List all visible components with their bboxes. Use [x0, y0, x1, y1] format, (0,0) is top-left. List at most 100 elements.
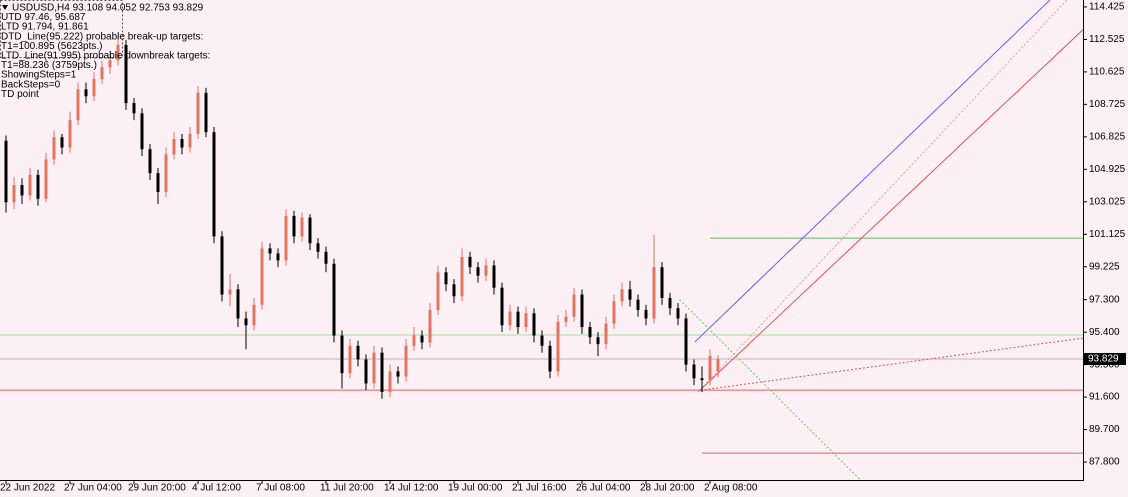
candle-body	[284, 215, 288, 261]
candle-body	[492, 265, 496, 288]
y-tick-label: 106.825	[1089, 131, 1126, 142]
candle-body	[276, 253, 280, 261]
candle-body	[60, 137, 64, 148]
trend-line	[697, 0, 1068, 393]
candle-body	[516, 311, 520, 328]
candle-body	[220, 236, 224, 295]
candle-body	[36, 174, 40, 199]
annotation: BackSteps=0	[1, 79, 61, 90]
candle-body	[612, 301, 616, 324]
annotation: DTD_Line(95.222) probable break-up targe…	[1, 31, 203, 42]
candle-body	[308, 217, 312, 244]
candle-body	[236, 289, 240, 319]
chart-title: USDUSD,H4 93.108 94.052 92.753 93.829	[12, 3, 204, 14]
candle-body	[636, 299, 640, 310]
candle-body	[644, 309, 648, 319]
candle-body	[668, 297, 672, 309]
candle-body	[444, 272, 448, 285]
annotation: TD point	[1, 89, 39, 100]
candle-body	[348, 345, 352, 374]
candle-body	[500, 287, 504, 326]
candle-body	[508, 311, 512, 326]
candle-body	[692, 364, 696, 379]
annotation: LTD_Line(91.995) probable downbreak targ…	[1, 51, 210, 62]
y-tick-label: 112.525	[1089, 34, 1125, 45]
candle-body	[564, 316, 568, 322]
candle-body	[212, 132, 216, 237]
y-tick-label: 110.625	[1089, 67, 1125, 78]
candle-body	[20, 185, 24, 196]
candle-body	[92, 79, 96, 97]
candle-body	[580, 294, 584, 328]
candle-body	[436, 272, 440, 310]
annotation: LTD 91.794, 91.861	[1, 22, 89, 33]
y-tick-label: 99.225	[1089, 261, 1120, 272]
trend-line	[694, 0, 1051, 343]
candle-body	[428, 309, 432, 343]
candle-body	[84, 89, 88, 97]
x-tick-label: 14 Jul 12:00	[384, 483, 439, 494]
candle-body	[716, 358, 720, 372]
trend-line	[697, 29, 1084, 393]
candle-body	[252, 304, 256, 326]
candle-body	[268, 248, 272, 254]
y-tick-label: 108.725	[1089, 99, 1126, 110]
candle-body	[372, 352, 376, 384]
x-tick-label: 27 Jun 04:00	[64, 483, 122, 494]
candle-body	[148, 149, 152, 174]
candle-body	[620, 289, 624, 302]
candle-body	[140, 113, 144, 150]
candle-body	[556, 321, 560, 372]
candle-body	[340, 335, 344, 374]
candle-body	[652, 267, 656, 319]
y-tick-label: 91.600	[1089, 392, 1120, 403]
candle-body	[100, 67, 104, 80]
candle-body	[420, 335, 424, 343]
candle-body	[364, 359, 368, 384]
candle-body	[12, 185, 16, 203]
candle-body	[260, 248, 264, 305]
candle-body	[548, 345, 552, 372]
x-tick-label: 11 Jul 20:00	[320, 483, 374, 494]
candle-body	[52, 137, 56, 160]
x-tick-label: 4 Jul 12:00	[192, 483, 241, 494]
y-tick-label: 87.800	[1089, 457, 1120, 468]
candle-body	[388, 371, 392, 392]
candle-body	[588, 327, 592, 338]
annotation: T1=88.236 (3759pts.)	[1, 60, 97, 71]
x-tick-label: 26 Jul 04:00	[576, 483, 631, 494]
y-tick-label: 101.125	[1089, 229, 1126, 240]
y-tick-label: 103.025	[1089, 196, 1126, 207]
candle-body	[68, 120, 72, 148]
annotation: ShowingSteps=1	[1, 70, 77, 81]
last-price-box	[1084, 352, 1126, 365]
candle-body	[228, 289, 232, 295]
candle-body	[4, 140, 8, 203]
candle-body	[44, 159, 48, 199]
x-tick-label: 28 Jul 20:00	[640, 483, 695, 494]
candle-body	[380, 352, 384, 392]
candle-body	[196, 92, 200, 134]
candle-body	[108, 60, 112, 68]
candle-body	[204, 92, 208, 133]
x-tick-label: 29 Jun 20:00	[128, 483, 186, 494]
last-price-label: 93.829	[1088, 354, 1119, 365]
candle-body	[540, 335, 544, 346]
candle-body	[596, 337, 600, 345]
candle-body	[356, 345, 360, 360]
candle-body	[604, 323, 608, 345]
candle-body	[676, 308, 680, 319]
annotation: UTD 97.46, 95.687	[1, 12, 86, 23]
candle-body	[452, 284, 456, 297]
y-tick-label: 114.425	[1089, 2, 1125, 13]
candle-body	[180, 138, 184, 148]
collapse-icon[interactable]	[2, 5, 8, 10]
candle-body	[316, 243, 320, 252]
candle-body	[188, 133, 192, 148]
x-tick-label: 2 Aug 08:00	[704, 483, 758, 494]
candle-body	[164, 154, 168, 192]
candle-body	[684, 318, 688, 365]
y-tick-label: 89.700	[1089, 424, 1120, 435]
